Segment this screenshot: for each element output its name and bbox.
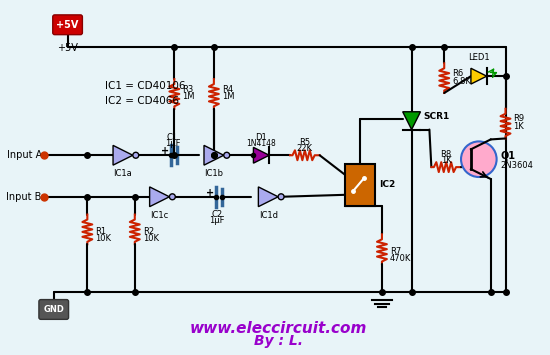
Text: SCR1: SCR1 [424, 112, 450, 121]
Text: Input B: Input B [7, 192, 42, 202]
Text: 1μF: 1μF [164, 139, 180, 148]
Text: R6: R6 [452, 69, 464, 78]
Polygon shape [403, 112, 421, 130]
Text: 1M: 1M [182, 92, 195, 102]
Polygon shape [113, 145, 133, 165]
Text: By : L.: By : L. [254, 334, 302, 348]
Text: Q1: Q1 [500, 150, 515, 160]
Polygon shape [254, 147, 270, 163]
Text: R2: R2 [142, 227, 154, 236]
Text: www.eleccircuit.com: www.eleccircuit.com [189, 321, 367, 336]
Circle shape [461, 141, 497, 177]
Text: 1N4148: 1N4148 [246, 139, 276, 148]
Circle shape [224, 152, 230, 158]
Text: IC1b: IC1b [205, 169, 223, 178]
Circle shape [169, 194, 175, 200]
Text: 1M: 1M [222, 92, 234, 102]
Text: 1K: 1K [513, 122, 524, 131]
Polygon shape [204, 145, 224, 165]
Text: R8: R8 [441, 150, 452, 159]
Polygon shape [471, 68, 487, 84]
Text: IC1c: IC1c [150, 211, 169, 220]
Text: 10K: 10K [95, 234, 111, 243]
Text: 470K: 470K [390, 253, 411, 263]
Text: C1: C1 [167, 133, 178, 142]
Text: R5: R5 [299, 138, 310, 147]
Text: C2: C2 [211, 210, 222, 219]
Text: +: + [161, 146, 169, 156]
Text: 1μF: 1μF [209, 215, 224, 225]
Text: +5V: +5V [57, 43, 78, 53]
Polygon shape [258, 187, 278, 207]
Text: 10K: 10K [142, 234, 159, 243]
Text: GND: GND [43, 305, 64, 314]
Circle shape [278, 194, 284, 200]
Text: +5V: +5V [57, 20, 79, 30]
Text: IC2: IC2 [379, 180, 395, 190]
Text: IC1 = CD40106: IC1 = CD40106 [105, 81, 186, 91]
Polygon shape [150, 187, 169, 207]
Text: R9: R9 [513, 114, 525, 123]
Text: IC1d: IC1d [258, 211, 278, 220]
Text: +: + [206, 188, 214, 198]
Text: D1: D1 [255, 133, 267, 142]
FancyBboxPatch shape [53, 15, 82, 35]
Text: LED1: LED1 [468, 53, 490, 62]
Text: R4: R4 [222, 84, 233, 93]
FancyBboxPatch shape [345, 164, 375, 206]
Text: 1K: 1K [441, 156, 452, 165]
Text: 6.8K: 6.8K [452, 77, 471, 86]
FancyBboxPatch shape [39, 300, 69, 320]
Text: IC2 = CD4066: IC2 = CD4066 [105, 96, 179, 106]
Text: R3: R3 [182, 84, 194, 93]
Text: IC1a: IC1a [113, 169, 133, 178]
Text: R1: R1 [95, 227, 106, 236]
Text: R7: R7 [390, 247, 401, 256]
Circle shape [133, 152, 139, 158]
Text: 2N3604: 2N3604 [500, 161, 534, 170]
Text: Input A: Input A [7, 150, 42, 160]
Text: 22K: 22K [297, 144, 313, 153]
